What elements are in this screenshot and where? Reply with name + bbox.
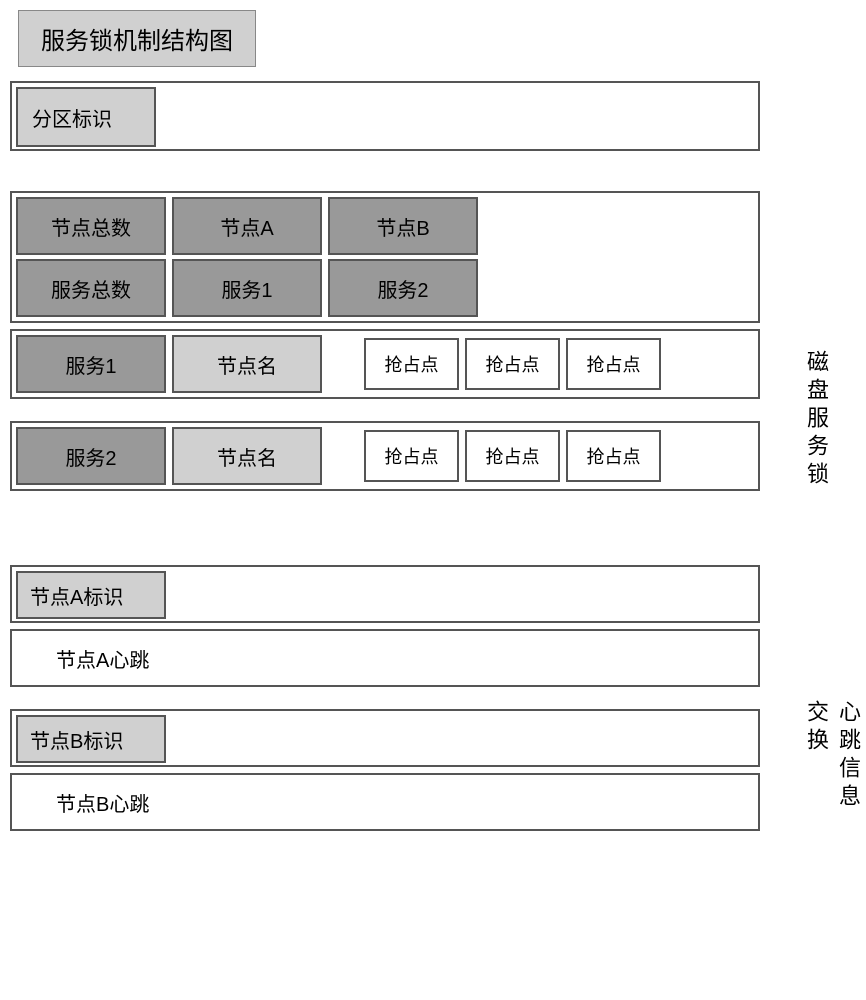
service-row-1: 服务1 节点名 抢占点 抢占点 抢占点 [10,329,760,399]
service-1-seize-3: 抢占点 [566,338,661,390]
side-label-disk-lock: 磁盘服务锁 [800,350,832,490]
diagram-title: 服务锁机制结构图 [18,10,256,67]
cluster-row-nodes: 节点总数 节点A 节点B [16,197,754,255]
service-2-seize-1: 抢占点 [364,430,459,482]
heartbeat-b-id-row: 节点B标识 [10,709,760,767]
cell-service-1: 服务1 [172,259,322,317]
service-1-seize-2: 抢占点 [465,338,560,390]
heartbeat-a-id-label: 节点A标识 [16,571,166,619]
service-1-name: 服务1 [16,335,166,393]
service-1-seize-1: 抢占点 [364,338,459,390]
heartbeat-b-beat-label: 节点B心跳 [16,788,149,817]
partition-label: 分区标识 [16,87,156,147]
heartbeat-b-id-label: 节点B标识 [16,715,166,763]
heartbeat-a-beat-row: 节点A心跳 [10,629,760,687]
service-2-name: 服务2 [16,427,166,485]
service-2-node-label: 节点名 [172,427,322,485]
service-2-seize-2: 抢占点 [465,430,560,482]
cell-node-b: 节点B [328,197,478,255]
cell-service-2: 服务2 [328,259,478,317]
service-row-2: 服务2 节点名 抢占点 抢占点 抢占点 [10,421,760,491]
side-label-heartbeat-exchange: 心跳信息交换 [800,700,864,831]
service-2-seize-3: 抢占点 [566,430,661,482]
heartbeat-a-beat-label: 节点A心跳 [16,644,149,673]
cell-node-total: 节点总数 [16,197,166,255]
service-1-node-label: 节点名 [172,335,322,393]
cluster-info-box: 节点总数 节点A 节点B 服务总数 服务1 服务2 [10,191,760,323]
heartbeat-a-id-row: 节点A标识 [10,565,760,623]
cluster-row-services: 服务总数 服务1 服务2 [16,259,754,317]
cell-node-a: 节点A [172,197,322,255]
cell-service-total: 服务总数 [16,259,166,317]
heartbeat-b-beat-row: 节点B心跳 [10,773,760,831]
partition-row: 分区标识 [10,81,760,151]
diagram-canvas: 服务锁机制结构图 分区标识 节点总数 节点A 节点B 服务总数 服务1 服务2 … [10,10,856,831]
